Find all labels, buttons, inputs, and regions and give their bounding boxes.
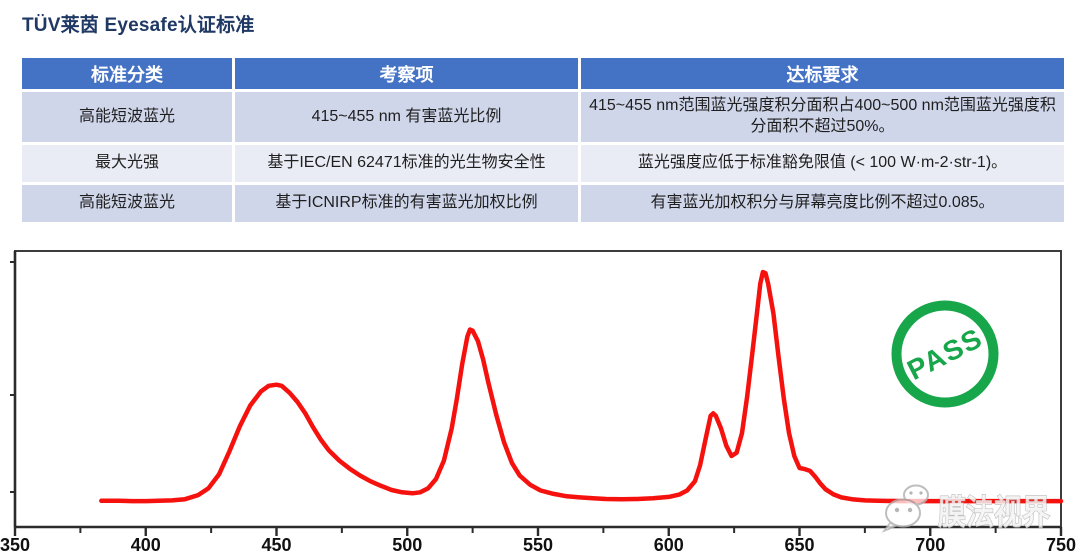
table-cell: 415~455 nm范围蓝光强度积分面积占400~500 nm范围蓝光强度积分面… [581,92,1064,142]
x-tick-label: 700 [915,535,945,555]
x-tick-label: 550 [523,535,553,555]
watermark-text: 膜法视界 [938,494,1050,532]
header-row: 标准分类 考察项 达标要求 [22,58,1064,89]
table-row: 最大光强 基于IEC/EN 62471标准的光生物安全性 蓝光强度应低于标准豁免限值… [22,145,1064,182]
column-header-0: 标准分类 [22,58,232,89]
x-tick-label: 450 [261,535,291,555]
x-tick-label: 500 [392,535,422,555]
spectrum-curve [99,269,1064,504]
spectrum-chart: 350 400 450 500 550 600 650 700 750 PASS 膜法视界 [0,250,1076,555]
table-head: 标准分类 考察项 达标要求 [22,58,1064,89]
table-cell: 蓝光强度应低于标准豁免限值 (< 100 W·m-2·str-1)。 [581,145,1064,182]
x-tick-label: 350 [0,535,30,555]
watermark: 膜法视界 [881,484,1051,533]
table-row: 高能短波蓝光 基于ICNIRP标准的有害蓝光加权比例 有害蓝光加权积分与屏幕亮度比例… [22,185,1064,222]
table-row: 高能短波蓝光 415~455 nm 有害蓝光比例 415~455 nm范围蓝光强度积… [22,92,1064,142]
page-title: TÜV莱茵 Eyesafe认证标准 [22,15,255,36]
pass-stamp: PASS [891,300,999,408]
pass-stamp-ring [891,300,999,408]
speech-bubbles-icon [881,498,921,533]
x-tick-label: 750 [1046,535,1076,555]
table-body: 高能短波蓝光 415~455 nm 有害蓝光比例 415~455 nm范围蓝光强度积… [22,92,1064,222]
certification-table: 标准分类 考察项 达标要求 高能短波蓝光 415~455 nm 有害蓝光比例 415~4… [19,55,1067,225]
table-cell: 高能短波蓝光 [22,185,232,222]
column-header-2: 达标要求 [581,58,1064,89]
table-cell: 基于IEC/EN 62471标准的光生物安全性 [235,145,578,182]
table-cell: 415~455 nm 有害蓝光比例 [235,92,578,142]
table-cell: 基于ICNIRP标准的有害蓝光加权比例 [235,185,578,222]
table-cell: 高能短波蓝光 [22,92,232,142]
x-tick-label: 600 [654,535,684,555]
plot-frame [14,250,1062,528]
x-tick-label: 650 [784,535,814,555]
column-header-1: 考察项 [235,58,578,89]
table-cell: 最大光强 [22,145,232,182]
table-cell: 有害蓝光加权积分与屏幕亮度比例不超过0.085。 [581,185,1064,222]
x-tick-label: 400 [131,535,161,555]
